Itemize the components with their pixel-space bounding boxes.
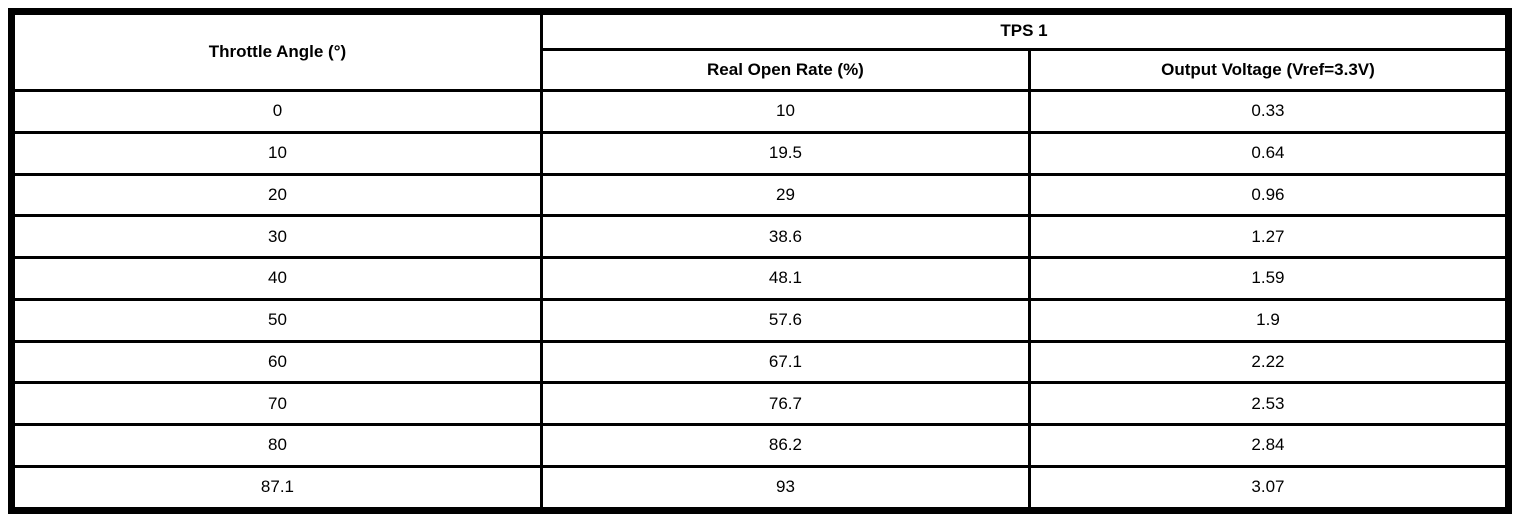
table-row: 50 57.6 1.9 (10, 297, 1511, 343)
table-row: 20 29 0.96 (10, 172, 1511, 218)
cell-real-open-rate: 29 (539, 172, 1031, 218)
cell-real-open-rate: 48.1 (539, 256, 1031, 301)
cell-throttle-angle: 87.1 (10, 465, 543, 512)
cell-real-open-rate: 67.1 (539, 339, 1031, 385)
cell-output-voltage: 1.27 (1027, 214, 1511, 260)
cell-output-voltage: 2.84 (1027, 423, 1511, 469)
cell-real-open-rate: 76.7 (539, 381, 1031, 427)
cell-throttle-angle: 0 (10, 89, 543, 134)
table-header: Throttle Angle (°) TPS 1 Real Open Rate … (10, 10, 1511, 92)
cell-real-open-rate: 19.5 (539, 130, 1031, 176)
table-row: 40 48.1 1.59 (10, 256, 1511, 301)
cell-output-voltage: 3.07 (1027, 465, 1511, 512)
col-header-output-voltage: Output Voltage (Vref=3.3V) (1027, 48, 1511, 92)
table-row: 70 76.7 2.53 (10, 381, 1511, 427)
cell-real-open-rate: 93 (539, 465, 1031, 512)
table-row: 60 67.1 2.22 (10, 339, 1511, 385)
cell-output-voltage: 1.59 (1027, 256, 1511, 301)
table-row: 87.1 93 3.07 (10, 465, 1511, 512)
header-group-row: Throttle Angle (°) TPS 1 (10, 10, 1511, 92)
cell-throttle-angle: 30 (10, 214, 543, 260)
cell-throttle-angle: 50 (10, 297, 543, 343)
cell-output-voltage: 0.96 (1027, 172, 1511, 218)
cell-output-voltage: 1.9 (1027, 297, 1511, 343)
cell-throttle-angle: 80 (10, 423, 543, 469)
cell-output-voltage: 0.64 (1027, 130, 1511, 176)
table-row: 0 10 0.33 (10, 89, 1511, 134)
cell-output-voltage: 0.33 (1027, 89, 1511, 134)
cell-output-voltage: 2.22 (1027, 339, 1511, 385)
table-row: 80 86.2 2.84 (10, 423, 1511, 469)
cell-real-open-rate: 38.6 (539, 214, 1031, 260)
cell-output-voltage: 2.53 (1027, 381, 1511, 427)
header-sub-row: Real Open Rate (%) Output Voltage (Vref=… (12, 48, 1511, 92)
cell-real-open-rate: 86.2 (539, 423, 1031, 469)
cell-throttle-angle: 70 (10, 381, 543, 427)
table-row: 30 38.6 1.27 (10, 214, 1511, 260)
col-header-real-open-rate: Real Open Rate (%) (539, 48, 1031, 92)
cell-throttle-angle: 40 (10, 256, 543, 301)
table-body: 0 10 0.33 10 19.5 0.64 20 29 0.96 30 38.… (10, 89, 1511, 512)
cell-throttle-angle: 20 (10, 172, 543, 218)
table-row: 10 19.5 0.64 (10, 130, 1511, 176)
tps-table: Throttle Angle (°) TPS 1 Real Open Rate … (8, 8, 1512, 514)
cell-real-open-rate: 57.6 (539, 297, 1031, 343)
cell-throttle-angle: 60 (10, 339, 543, 385)
col-group-header-tps1: TPS 1 (539, 10, 1511, 51)
cell-throttle-angle: 10 (10, 130, 543, 176)
cell-real-open-rate: 10 (539, 89, 1031, 134)
col-header-throttle-angle: Throttle Angle (°) (10, 10, 543, 92)
